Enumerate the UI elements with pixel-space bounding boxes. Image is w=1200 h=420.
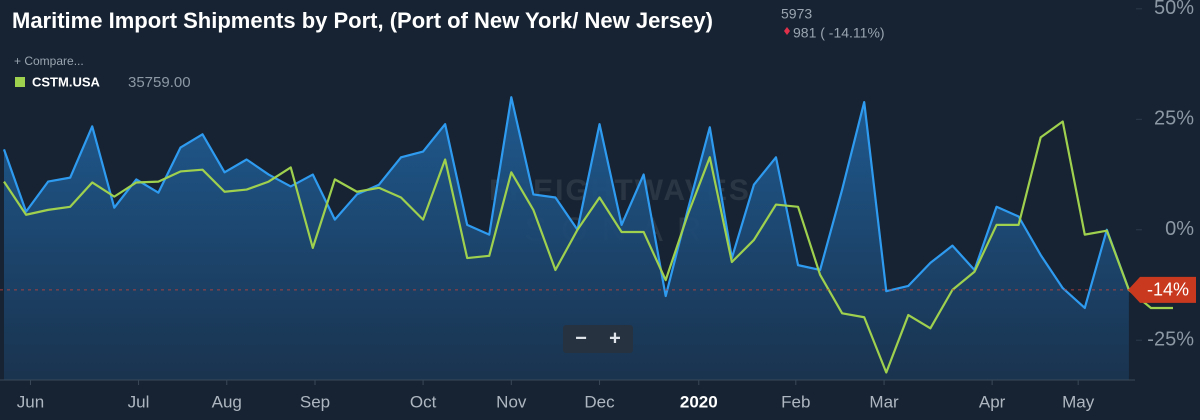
x-tick-label: Apr	[979, 392, 1006, 411]
y-tick-label: 50%	[1154, 0, 1194, 19]
legend-label: CSTM.USA	[32, 74, 101, 89]
x-tick-label: Dec	[584, 392, 615, 411]
legend-value: 35759.00	[128, 74, 191, 91]
x-tick-label: May	[1062, 392, 1095, 411]
x-tick-label: Jul	[128, 392, 150, 411]
x-tick-label: Sep	[300, 392, 330, 411]
change-icon	[784, 27, 790, 35]
zoom-button[interactable]: +	[609, 327, 621, 349]
current-value-label: -14%	[1147, 280, 1189, 300]
series-line	[3, 120, 1173, 374]
x-tick-label: Mar	[869, 392, 899, 411]
series-line	[2, 96, 1130, 310]
y-tick-label: -25%	[1147, 329, 1194, 351]
x-tick-label: 2020	[680, 392, 718, 411]
x-tick-label: Feb	[781, 392, 810, 411]
x-tick-label: Jun	[17, 392, 44, 411]
x-tick-label: Nov	[496, 392, 527, 411]
x-tick-label: Oct	[410, 392, 437, 411]
zoom-button[interactable]: −	[575, 327, 587, 349]
current-value-flag	[1128, 276, 1196, 303]
x-tick-label: Aug	[212, 392, 242, 411]
legend-swatch	[15, 77, 25, 87]
y-tick-label: 0%	[1165, 218, 1194, 240]
chart-title: Maritime Import Shipments by Port, (Port…	[12, 8, 713, 33]
header-change: 981 ( -14.11%)	[793, 25, 885, 41]
zoom-panel	[563, 325, 633, 353]
header-value: 5973	[781, 6, 812, 22]
compare-button[interactable]: + Compare...	[14, 54, 84, 68]
y-tick-label: 25%	[1154, 108, 1194, 130]
